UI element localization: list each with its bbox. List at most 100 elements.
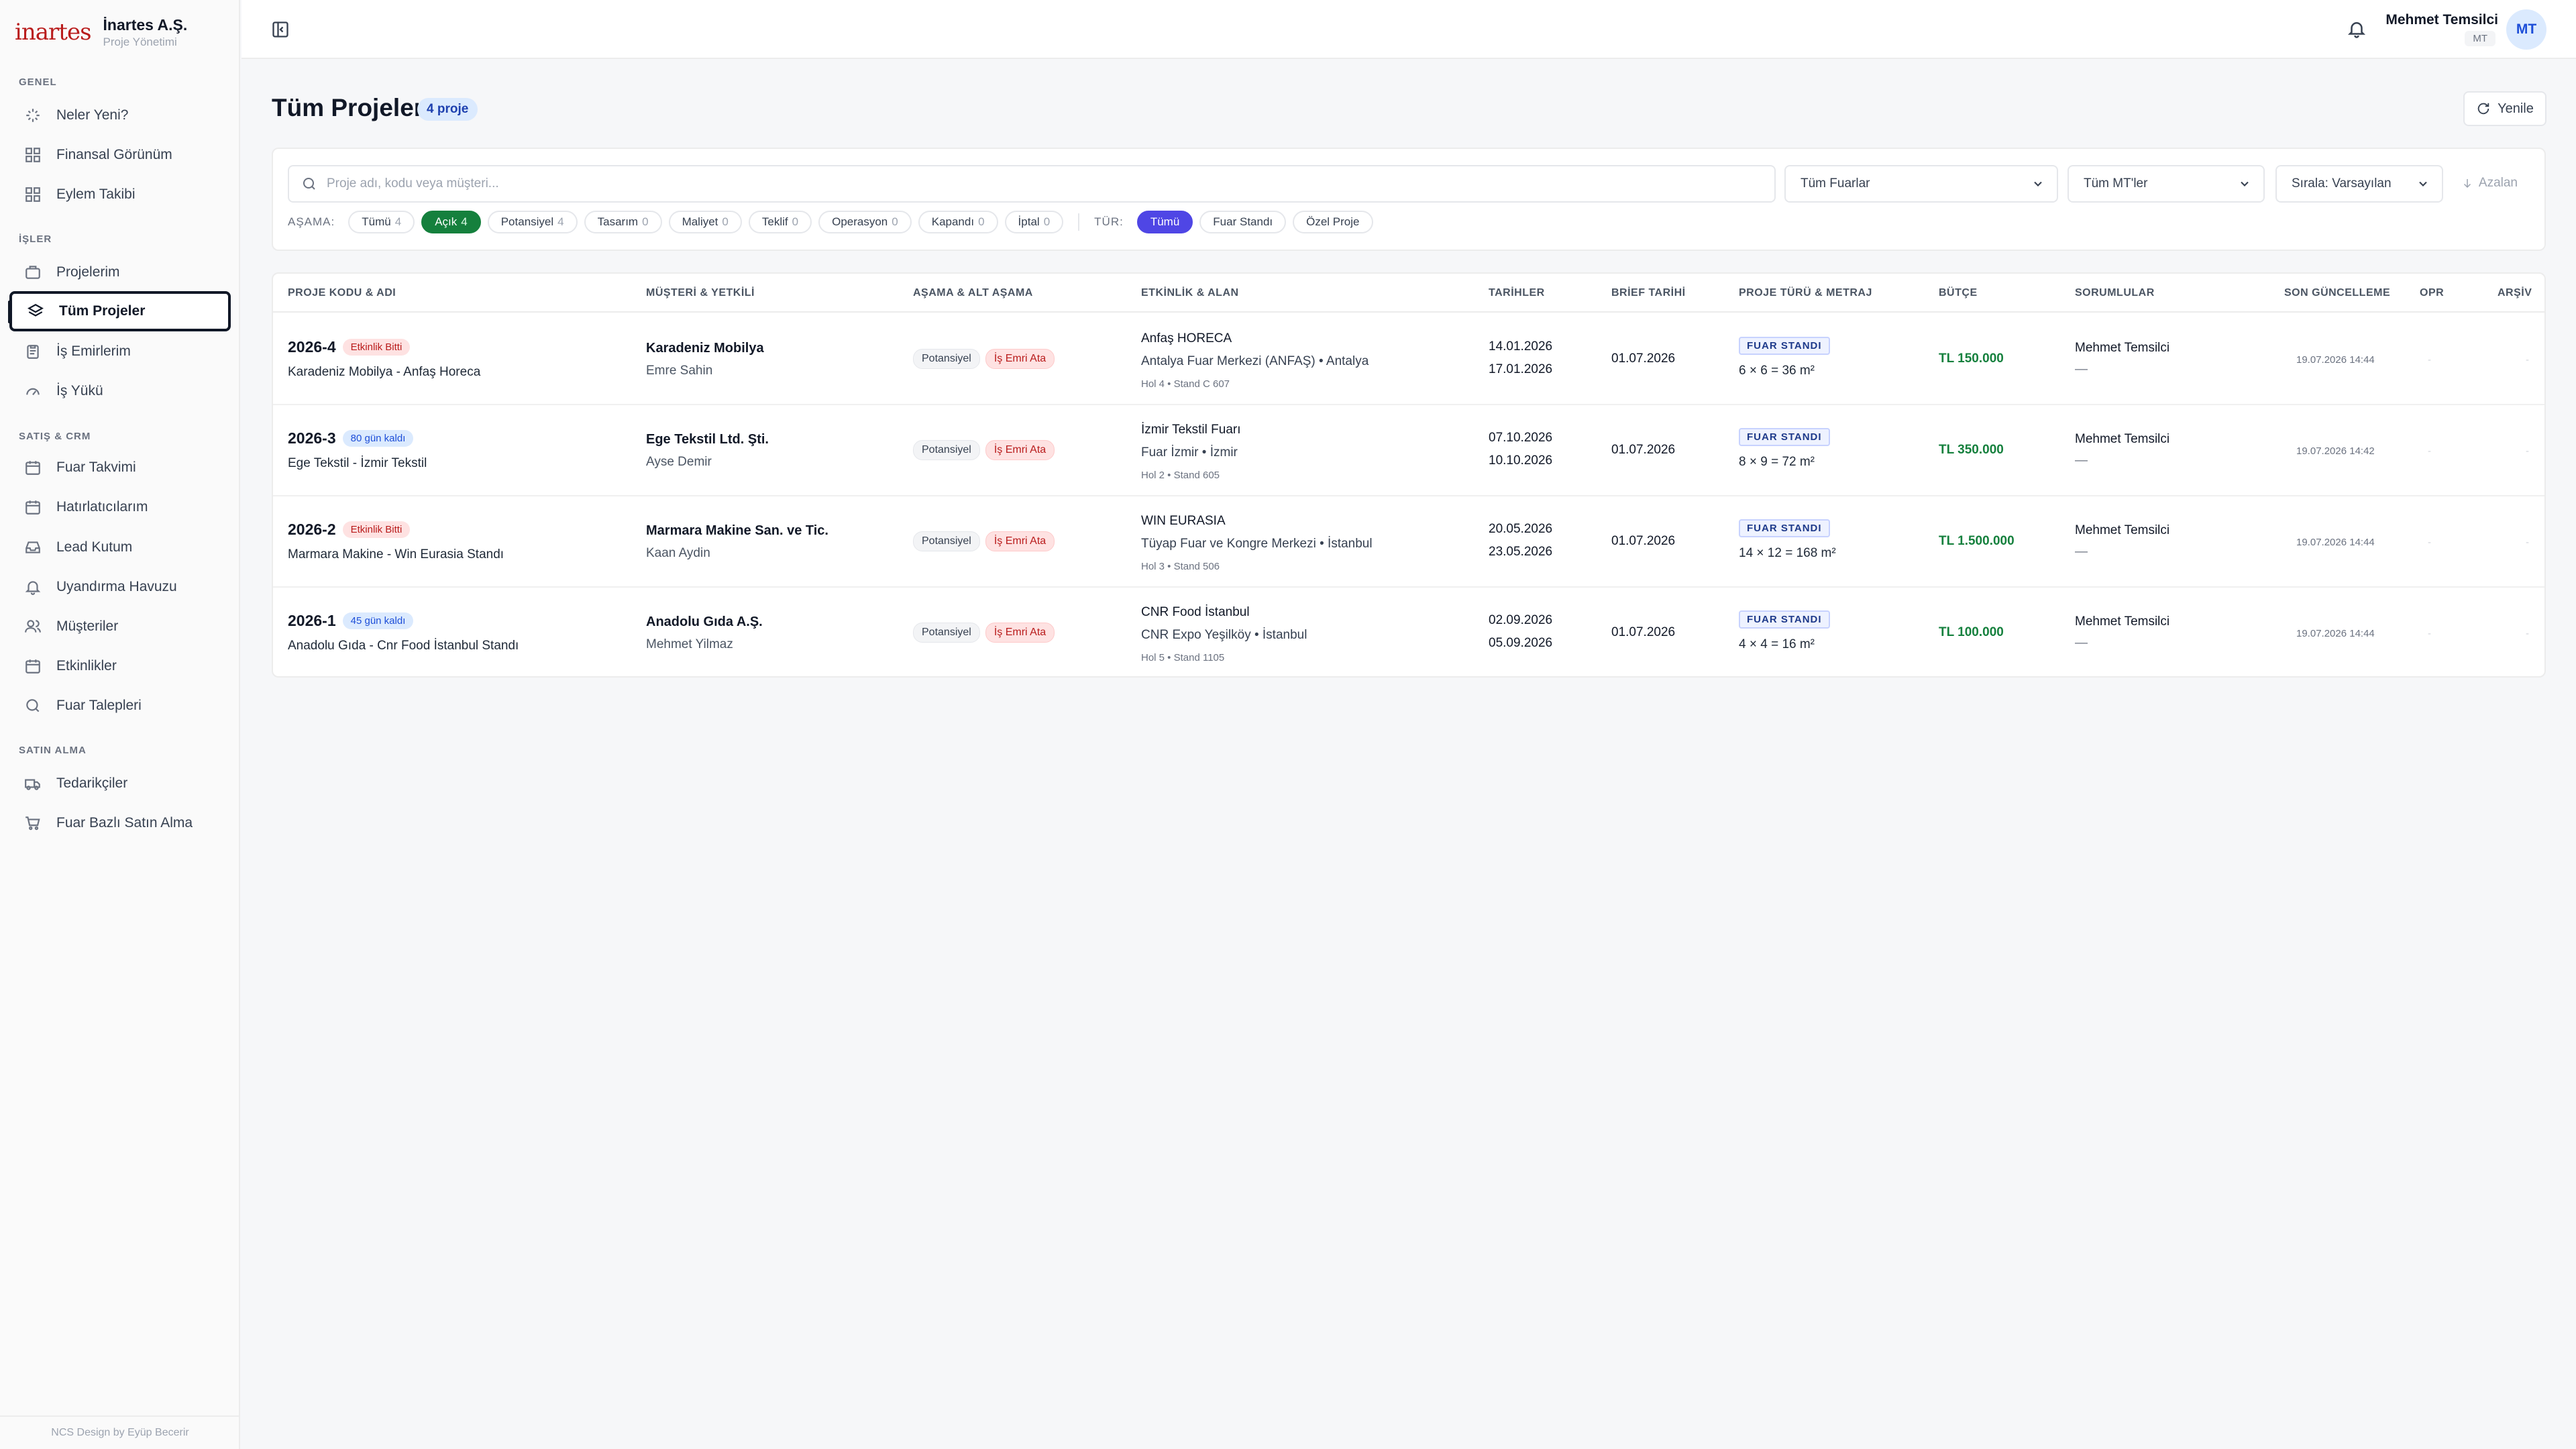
refresh-icon <box>2477 103 2489 115</box>
nav-item-is-emirlerim[interactable]: İş Emirlerim <box>9 331 231 372</box>
stage-chip-tasarim[interactable]: Tasarım 0 <box>584 211 662 233</box>
nav-item-lead-kutum[interactable]: Lead Kutum <box>9 527 231 568</box>
refresh-button[interactable]: Yenile <box>2463 91 2546 126</box>
notification-bell-icon[interactable] <box>2347 19 2367 39</box>
clipboard-icon <box>27 345 39 359</box>
archive-value[interactable]: - <box>2526 537 2529 548</box>
stage-chip-operasyon[interactable]: Operasyon 0 <box>818 211 912 233</box>
chip-label: Operasyon <box>832 215 888 228</box>
brief-date: 01.07.2026 <box>1611 534 1676 548</box>
table-row[interactable]: 2026-4 Etkinlik Bitti Karadeniz Mobilya -… <box>273 314 2544 405</box>
column-header[interactable]: MÜŞTERİ & YETKİLİ <box>646 287 755 299</box>
nav-item-finansal-gorunum[interactable]: Finansal Görünüm <box>9 135 231 175</box>
fair-select[interactable]: Tüm Fuarlar <box>1784 165 2058 203</box>
archive-value[interactable]: - <box>2526 628 2529 639</box>
column-header[interactable]: PROJE TÜRÜ & METRAJ <box>1739 287 1872 299</box>
stage-chip-acik[interactable]: Açık 4 <box>421 211 481 233</box>
nav-item-neler-yeni[interactable]: Neler Yeni? <box>9 95 231 136</box>
date-end: 05.09.2026 <box>1489 636 1553 650</box>
chip-count: 4 <box>461 215 468 228</box>
column-header[interactable]: AŞAMA & ALT AŞAMA <box>913 287 1033 299</box>
type-chip-tumu[interactable]: Tümü <box>1136 211 1193 233</box>
type-chip-fuar-standi[interactable]: Fuar Standı <box>1199 211 1287 233</box>
sub-stage-pill[interactable]: İş Emri Ata <box>985 349 1055 369</box>
column-header[interactable]: SORUMLULAR <box>2075 287 2155 299</box>
sub-stage-pill[interactable]: İş Emri Ata <box>985 440 1055 460</box>
sub-stage-pill[interactable]: İş Emri Ata <box>985 531 1055 551</box>
archive-value[interactable]: - <box>2526 354 2529 366</box>
sub-stage-pill[interactable]: İş Emri Ata <box>985 623 1055 643</box>
filter-chip-row: AŞAMA: Tümü 4 Açık 4 Potansiyel 4 Tasarım 0 … <box>288 211 1373 233</box>
stage-pill: Potansiyel <box>913 623 980 643</box>
bell-icon <box>25 581 41 595</box>
sidebar-toggle-icon[interactable] <box>271 20 290 39</box>
nav-item-projelerim[interactable]: Projelerim <box>9 252 231 292</box>
stage-pill: Potansiyel <box>913 349 980 369</box>
stage-chip-teklif[interactable]: Teklif 0 <box>748 211 812 233</box>
budget: TL 350.000 <box>1939 443 2004 457</box>
status-badge: Etkinlik Bitti <box>342 521 411 538</box>
project-code[interactable]: 2026-1 <box>288 612 336 629</box>
search-input[interactable] <box>327 176 1668 191</box>
sort-select[interactable]: Sırala: Varsayılan <box>2275 165 2443 203</box>
mt-select[interactable]: Tüm MT'ler <box>2068 165 2265 203</box>
column-header[interactable]: SON GÜNCELLEME <box>2284 287 2391 299</box>
column-header[interactable]: OPR <box>2420 287 2445 299</box>
project-type-badge: FUAR STANDI <box>1739 337 1830 355</box>
project-code[interactable]: 2026-3 <box>288 429 336 447</box>
stage-chip-iptal[interactable]: İptal 0 <box>1004 211 1064 233</box>
column-header[interactable]: TARİHLER <box>1489 287 1545 299</box>
customer-name: Ege Tekstil Ltd. Şti. <box>646 432 769 447</box>
project-code[interactable]: 2026-2 <box>288 521 336 538</box>
stage-chip-kapandi[interactable]: Kapandı 0 <box>918 211 998 233</box>
table-row[interactable]: 2026-1 45 gün kaldı Anadolu Gıda - Cnr Fo… <box>273 588 2544 676</box>
nav-item-is-yuku[interactable]: İş Yükü <box>9 371 231 411</box>
event-name: CNR Food İstanbul <box>1141 605 1250 619</box>
nav-item-fuar-takvimi[interactable]: Fuar Takvimi <box>9 447 231 488</box>
metraj: 6 × 6 = 36 m² <box>1739 364 1815 378</box>
search-icon <box>303 178 315 190</box>
sort-direction-label: Azalan <box>2478 176 2518 190</box>
nav-item-tedarikciler[interactable]: Tedarikçiler <box>9 763 231 804</box>
calendar-icon <box>25 461 40 475</box>
sort-select-value: Sırala: Varsayılan <box>2292 176 2392 191</box>
nav-section-title: İŞLER <box>19 233 52 245</box>
nav-item-fuar-talepleri[interactable]: Fuar Talepleri <box>9 686 231 726</box>
column-header[interactable]: PROJE KODU & ADI <box>288 287 396 299</box>
type-chip-ozel-proje[interactable]: Özel Proje <box>1293 211 1373 233</box>
nav-item-musteriler[interactable]: Müşteriler <box>9 606 231 647</box>
project-code[interactable]: 2026-4 <box>288 338 336 356</box>
stage-chip-tumu[interactable]: Tümü 4 <box>348 211 415 233</box>
opr-value: - <box>2428 354 2431 366</box>
nav-item-etkinlikler[interactable]: Etkinlikler <box>9 646 231 686</box>
nav-item-hatirlaticilarim[interactable]: Hatırlatıcılarım <box>9 487 231 527</box>
brand-logo: inartes <box>15 19 92 46</box>
brand[interactable]: inartes İnartes A.Ş. Proje Yönetimi <box>15 11 187 54</box>
nav-item-eylem-takibi[interactable]: Eylem Takibi <box>9 174 231 215</box>
column-header[interactable]: BRİEF TARİHİ <box>1611 287 1686 299</box>
column-header[interactable]: BÜTÇE <box>1939 287 1978 299</box>
nav-item-tum-projeler[interactable]: Tüm Projeler <box>8 291 231 331</box>
chip-label: Açık <box>435 215 458 228</box>
table-row[interactable]: 2026-2 Etkinlik Bitti Marmara Makine - Wi… <box>273 496 2544 588</box>
stage-chip-maliyet[interactable]: Maliyet 0 <box>668 211 742 233</box>
stage-chip-potansiyel[interactable]: Potansiyel 4 <box>487 211 578 233</box>
column-header[interactable]: ETKİNLİK & ALAN <box>1141 287 1239 299</box>
table-row[interactable]: 2026-3 80 gün kaldı Ege Tekstil - İzmir T… <box>273 405 2544 496</box>
calendar-icon <box>25 500 40 515</box>
search-box[interactable] <box>288 165 1776 203</box>
column-header[interactable]: ARŞİV <box>2498 287 2532 299</box>
archive-value[interactable]: - <box>2526 445 2529 457</box>
nav-item-fuar-bazli-satin-alma[interactable]: Fuar Bazlı Satın Alma <box>9 803 231 843</box>
sidebar-footer: NCS Design by Eyüp Becerir <box>0 1415 240 1449</box>
stage-pill: Potansiyel <box>913 440 980 460</box>
nav-item-uyandirma-havuzu[interactable]: Uyandırma Havuzu <box>9 567 231 607</box>
avatar[interactable]: MT <box>2506 9 2546 50</box>
chip-label: Teklif <box>761 215 788 228</box>
event-venue: Fuar İzmir • İzmir <box>1141 445 1238 460</box>
date-start: 02.09.2026 <box>1489 613 1553 627</box>
responsible-secondary: — <box>2075 545 2088 559</box>
sort-direction-toggle[interactable]: Azalan <box>2461 176 2518 191</box>
grid-icon <box>25 187 40 202</box>
project-name: Ege Tekstil - İzmir Tekstil <box>288 456 427 470</box>
